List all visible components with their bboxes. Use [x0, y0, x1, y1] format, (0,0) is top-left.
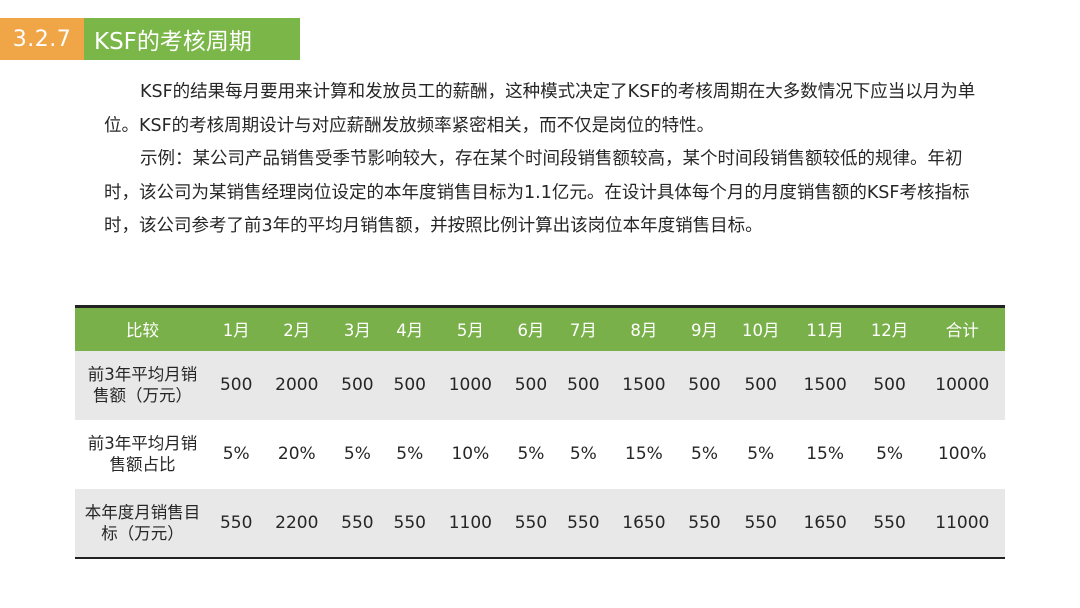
header-cell-month: 10月 [741, 321, 780, 341]
table-row: 前3年平均月销 售额（万元） 500 2000 500 500 1000 500 … [75, 350, 1005, 420]
table-cell: 500 [873, 375, 906, 395]
table-cell: 550 [688, 512, 721, 533]
header-cell-month: 3月 [343, 321, 371, 341]
table-cell: 1100 [448, 512, 492, 533]
header-cell-month: 4月 [396, 321, 424, 341]
table-cell: 15% [625, 444, 663, 464]
section-number: 3.2.7 [0, 18, 84, 60]
table-cell: 500 [219, 375, 253, 395]
table-cell: 5% [343, 444, 371, 464]
header-cell-total: 合计 [945, 321, 979, 341]
header-cell-month: 5月 [456, 321, 484, 341]
table-cell: 550 [873, 512, 906, 533]
header-cell-compare: 比较 [126, 321, 159, 341]
table-header-row: 比较 1月 2月 3月 4月 5月 6月 7月 8月 9月 10月 11月 12… [75, 306, 1005, 351]
table-cell: 10% [451, 444, 490, 464]
table-cell-total: 10000 [935, 375, 990, 395]
table-cell: 1500 [622, 375, 666, 395]
section-heading: KSF的考核周期 [84, 18, 300, 60]
header-cell-month: 7月 [569, 321, 597, 341]
table-row: 前3年平均月销 售额占比 5% 20% 5% 5% 10% 5% 5% 15% 5… [75, 419, 1005, 489]
row-label: 前3年平均月销 售额占比 [87, 434, 198, 474]
header-cell-month: 12月 [870, 321, 909, 341]
section-title: 3.2.7 KSF的考核周期 [0, 18, 300, 60]
row-label: 前3年平均月销 售额（万元） [87, 365, 198, 405]
paragraph-example: 示例：某公司产品销售受季节影响较大，存在某个时间段销售额较高，某个时间段销售额较… [104, 149, 970, 236]
header-cell-month: 9月 [691, 321, 718, 341]
table-cell: 1650 [622, 512, 666, 533]
table-cell: 550 [341, 512, 374, 533]
table-cell: 5% [747, 444, 775, 464]
table-cell: 500 [514, 375, 548, 395]
header-cell-month: 6月 [517, 321, 545, 341]
row-label: 本年度月销售目 标（万元） [84, 502, 201, 543]
table-cell: 5% [569, 444, 597, 464]
table-cell: 500 [393, 375, 426, 395]
table-cell: 15% [806, 444, 845, 464]
table-cell: 2200 [275, 512, 319, 533]
table-row: 本年度月销售目 标（万元） 550 2200 550 550 1100 550 5… [75, 488, 1005, 558]
table-cell: 550 [567, 512, 600, 533]
table-cell-total: 100% [937, 444, 987, 464]
table-cell: 20% [277, 444, 316, 464]
table-cell: 5% [222, 444, 250, 464]
table-cell: 550 [744, 512, 777, 533]
table-cell: 550 [219, 512, 253, 533]
header-cell-month: 8月 [630, 321, 658, 341]
header-cell-month: 11月 [806, 321, 844, 341]
table-cell: 1000 [448, 375, 492, 395]
table-cell: 5% [396, 444, 424, 464]
header-cell-month: 1月 [222, 321, 250, 341]
table-cell: 550 [514, 512, 548, 533]
body-text: KSF的结果每月要用来计算和发放员工的薪酬，这种模式决定了KSF的考核周期在大多… [104, 76, 984, 244]
table-cell: 1500 [803, 375, 847, 395]
paragraph-intro: KSF的结果每月要用来计算和发放员工的薪酬，这种模式决定了KSF的考核周期在大多… [104, 82, 976, 136]
table-cell: 500 [688, 375, 721, 395]
table-cell: 500 [341, 375, 374, 395]
table-cell: 5% [876, 444, 904, 464]
table-cell: 2000 [275, 375, 319, 395]
table-cell: 5% [517, 444, 545, 464]
table-cell: 550 [393, 512, 426, 533]
table-cell: 500 [567, 375, 600, 395]
table-cell: 500 [744, 375, 777, 395]
header-cell-month: 2月 [283, 321, 311, 341]
sales-target-table: 比较 1月 2月 3月 4月 5月 6月 7月 8月 9月 10月 11月 12… [75, 305, 1005, 559]
table-cell: 5% [691, 444, 718, 464]
table-cell-total: 11000 [935, 512, 990, 533]
table-cell: 1650 [803, 512, 847, 533]
